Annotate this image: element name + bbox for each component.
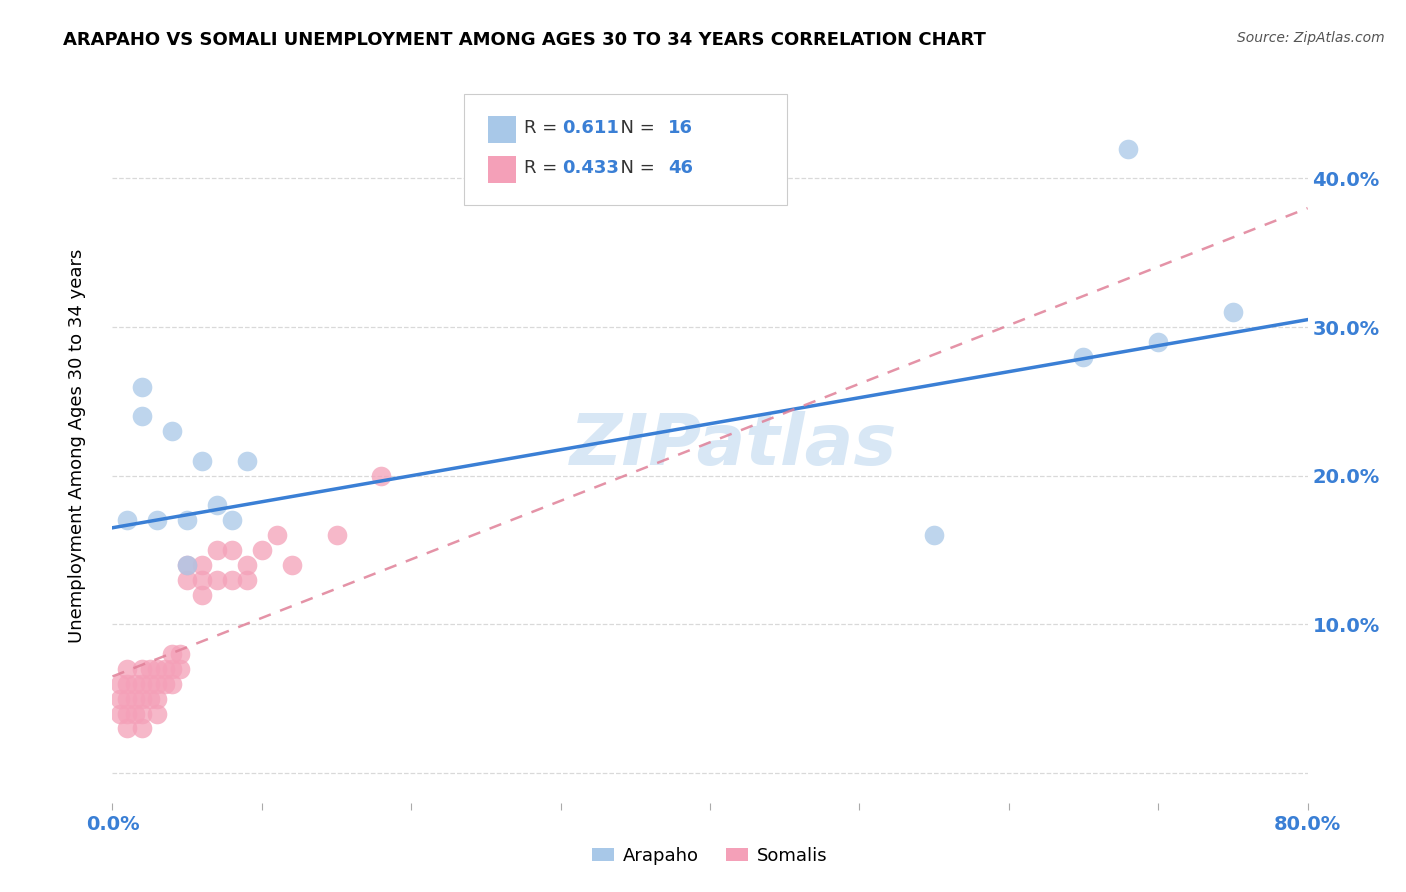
- Point: [117, 677, 139, 691]
- Point: [131, 691, 153, 706]
- Point: [205, 573, 228, 587]
- Text: ARAPAHO VS SOMALI UNEMPLOYMENT AMONG AGES 30 TO 34 YEARS CORRELATION CHART: ARAPAHO VS SOMALI UNEMPLOYMENT AMONG AGE…: [63, 31, 986, 49]
- Legend: Arapaho, Somalis: Arapaho, Somalis: [585, 840, 835, 872]
- Point: [146, 677, 169, 691]
- Point: [131, 677, 153, 691]
- Point: [221, 543, 243, 558]
- Point: [117, 513, 139, 527]
- Point: [370, 468, 392, 483]
- Point: [266, 528, 288, 542]
- Point: [176, 558, 198, 572]
- Point: [1222, 305, 1244, 319]
- Point: [131, 379, 153, 393]
- Point: [139, 677, 162, 691]
- Point: [162, 677, 183, 691]
- Point: [169, 647, 191, 661]
- Point: [153, 677, 176, 691]
- Point: [117, 691, 139, 706]
- Point: [117, 722, 139, 736]
- Text: 0.433: 0.433: [562, 159, 619, 177]
- Point: [221, 513, 243, 527]
- Point: [131, 722, 153, 736]
- Point: [169, 662, 191, 676]
- Point: [131, 409, 153, 424]
- Point: [162, 662, 183, 676]
- Text: Source: ZipAtlas.com: Source: ZipAtlas.com: [1237, 31, 1385, 45]
- Point: [176, 573, 198, 587]
- Text: 46: 46: [668, 159, 693, 177]
- Text: 16: 16: [668, 119, 693, 136]
- Point: [176, 513, 198, 527]
- Point: [146, 691, 169, 706]
- Point: [281, 558, 304, 572]
- Point: [146, 662, 169, 676]
- Point: [221, 573, 243, 587]
- Point: [250, 543, 273, 558]
- Point: [108, 677, 131, 691]
- Point: [325, 528, 347, 542]
- Point: [108, 691, 131, 706]
- Point: [146, 706, 169, 721]
- Point: [205, 543, 228, 558]
- Text: R =: R =: [524, 159, 564, 177]
- Point: [139, 662, 162, 676]
- Point: [1147, 334, 1170, 349]
- Point: [153, 662, 176, 676]
- Point: [176, 558, 198, 572]
- Point: [162, 424, 183, 438]
- Text: R =: R =: [524, 119, 564, 136]
- Point: [124, 691, 146, 706]
- Point: [191, 588, 214, 602]
- Point: [236, 454, 259, 468]
- Point: [205, 499, 228, 513]
- Point: [1073, 350, 1095, 364]
- Point: [236, 573, 259, 587]
- Point: [162, 647, 183, 661]
- Point: [124, 706, 146, 721]
- Point: [117, 662, 139, 676]
- Point: [108, 706, 131, 721]
- Text: ZIPatlas: ZIPatlas: [571, 411, 897, 481]
- Point: [131, 662, 153, 676]
- Point: [191, 558, 214, 572]
- Text: N =: N =: [609, 159, 661, 177]
- Text: 0.611: 0.611: [562, 119, 619, 136]
- Text: N =: N =: [609, 119, 661, 136]
- Point: [139, 691, 162, 706]
- Point: [124, 677, 146, 691]
- Point: [117, 706, 139, 721]
- Point: [191, 573, 214, 587]
- Point: [191, 454, 214, 468]
- Point: [1118, 142, 1140, 156]
- Point: [922, 528, 945, 542]
- Point: [146, 513, 169, 527]
- Point: [236, 558, 259, 572]
- Y-axis label: Unemployment Among Ages 30 to 34 years: Unemployment Among Ages 30 to 34 years: [67, 249, 86, 643]
- Point: [131, 706, 153, 721]
